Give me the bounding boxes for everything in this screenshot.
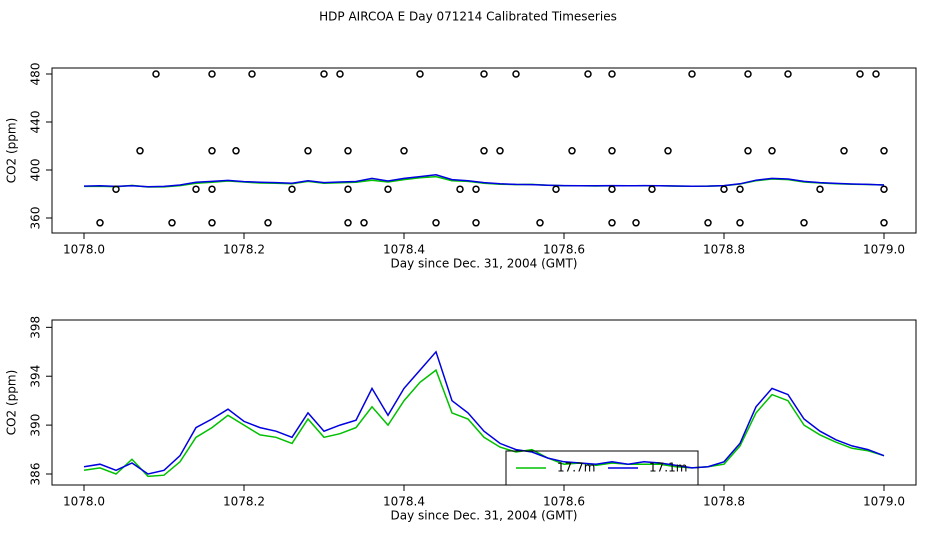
calibration-point	[96, 219, 104, 227]
y-tick-label: 440	[29, 111, 43, 134]
calibration-point	[608, 70, 616, 78]
calibration-point	[472, 219, 480, 227]
y-tick-label: 360	[29, 207, 43, 230]
calibration-point	[336, 70, 344, 78]
calibration-point	[880, 185, 888, 193]
series-line	[83, 174, 885, 188]
calibration-point	[400, 147, 408, 155]
y-tick-label: 390	[29, 414, 43, 437]
calibration-point	[872, 70, 880, 78]
calibration-point	[744, 147, 752, 155]
calibration-point	[344, 185, 352, 193]
series-line	[83, 350, 885, 475]
calibration-point	[704, 219, 712, 227]
legend-label: 17.1m	[649, 461, 687, 475]
calibration-point	[720, 185, 728, 193]
x-tick-label: 1078.6	[543, 495, 585, 509]
y-tick-label: 386	[29, 463, 43, 486]
calibration-point	[208, 147, 216, 155]
y-axis-label: CO2 (ppm)	[5, 370, 19, 436]
calibration-point	[232, 147, 240, 155]
calibration-point	[688, 70, 696, 78]
x-axis-label: Day since Dec. 31, 2004 (GMT)	[391, 257, 578, 271]
calibration-point	[208, 70, 216, 78]
calibration-point	[632, 219, 640, 227]
calibration-point	[856, 70, 864, 78]
calibration-point	[568, 147, 576, 155]
calibration-point	[112, 185, 120, 193]
calibration-point	[480, 70, 488, 78]
legend-box	[505, 450, 699, 486]
x-tick-label: 1078.4	[383, 495, 425, 509]
calibration-point	[208, 185, 216, 193]
calibration-point	[136, 147, 144, 155]
calibration-point	[512, 70, 520, 78]
calibration-point	[736, 219, 744, 227]
y-tick-label: 480	[29, 63, 43, 86]
calibration-point	[496, 147, 504, 155]
calibration-point	[472, 185, 480, 193]
calibration-point	[456, 185, 464, 193]
calibration-point	[304, 147, 312, 155]
calibration-point	[264, 219, 272, 227]
x-tick-label: 1078.6	[543, 243, 585, 257]
calibration-point	[344, 147, 352, 155]
plot-frame	[51, 67, 917, 234]
y-axis-label: CO2 (ppm)	[5, 118, 19, 184]
calibration-point	[648, 185, 656, 193]
x-tick-label: 1078.8	[703, 495, 745, 509]
x-tick-label: 1078.0	[63, 243, 105, 257]
calibration-point	[168, 219, 176, 227]
calibration-point	[608, 219, 616, 227]
y-tick-label: 400	[29, 159, 43, 182]
calibration-point	[608, 147, 616, 155]
calibration-point	[208, 219, 216, 227]
x-tick-label: 1079.0	[863, 243, 905, 257]
x-tick-label: 1078.8	[703, 243, 745, 257]
calibration-point	[800, 219, 808, 227]
calibration-point	[360, 219, 368, 227]
calibration-point	[344, 219, 352, 227]
x-tick-label: 1078.2	[223, 495, 265, 509]
x-tick-label: 1078.4	[383, 243, 425, 257]
calibration-point	[744, 70, 752, 78]
x-tick-label: 1078.2	[223, 243, 265, 257]
x-tick-label: 1079.0	[863, 495, 905, 509]
calibration-point	[192, 185, 200, 193]
calibration-point	[664, 147, 672, 155]
calibration-point	[768, 147, 776, 155]
calibration-point	[584, 70, 592, 78]
calibration-point	[880, 219, 888, 227]
calibration-point	[288, 185, 296, 193]
calibration-point	[320, 70, 328, 78]
y-tick-label: 398	[29, 316, 43, 339]
series-line	[83, 368, 885, 478]
x-tick-label: 1078.0	[63, 495, 105, 509]
calibration-point	[736, 185, 744, 193]
calibration-point	[816, 185, 824, 193]
calibration-point	[152, 70, 160, 78]
x-axis-label: Day since Dec. 31, 2004 (GMT)	[391, 509, 578, 523]
plot-frame	[51, 319, 917, 486]
calibration-point	[248, 70, 256, 78]
calibration-point	[384, 185, 392, 193]
calibration-point	[840, 147, 848, 155]
calibration-point	[432, 219, 440, 227]
page-title: HDP AIRCOA E Day 071214 Calibrated Times…	[319, 10, 617, 24]
calibration-point	[552, 185, 560, 193]
y-tick-label: 394	[29, 365, 43, 388]
calibration-point	[880, 147, 888, 155]
calibration-point	[416, 70, 424, 78]
legend-label: 17.7m	[557, 461, 595, 475]
calibration-point	[480, 147, 488, 155]
calibration-point	[536, 219, 544, 227]
calibration-point	[608, 185, 616, 193]
calibration-point	[784, 70, 792, 78]
